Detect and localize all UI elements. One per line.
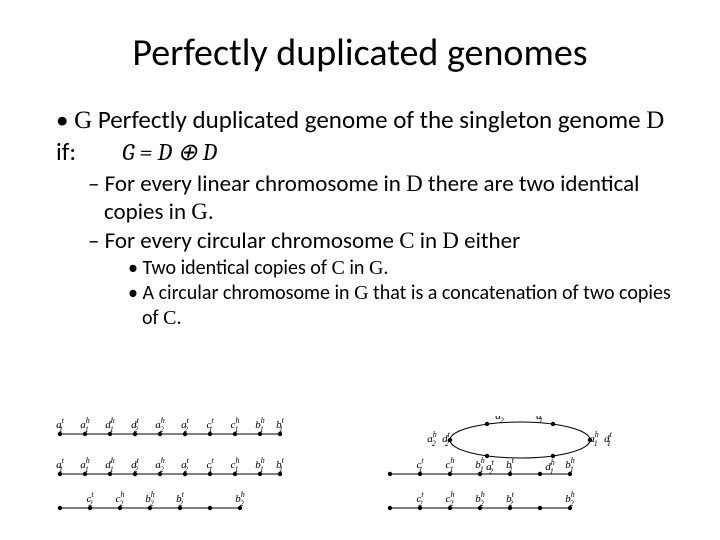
svg-text:dh2: dh2 xyxy=(495,416,505,425)
txt: . xyxy=(383,256,388,280)
svg-text:bh2: bh2 xyxy=(565,490,575,508)
svg-text:bh1: bh1 xyxy=(565,456,575,474)
formula: G = D ⊕ D xyxy=(122,137,217,167)
svg-text:ch1: ch1 xyxy=(231,416,240,434)
sym-g: G xyxy=(369,257,383,279)
chromosome-diagrams: at1 ah1 dh1 dt2 ah2 at2 ct1 ch1 bh1 bt1 at1 ah1 dh1 d… xyxy=(50,416,670,516)
svg-text:ct1: ct1 xyxy=(416,456,424,474)
svg-text:dt2: dt2 xyxy=(131,416,140,434)
svg-text:ch1: ch1 xyxy=(231,456,240,474)
svg-text:dh1: dh1 xyxy=(105,456,115,474)
sym-g: G xyxy=(74,107,92,134)
txt: in xyxy=(415,227,443,255)
svg-text:bh1: bh1 xyxy=(255,416,265,434)
svg-text:bt1: bt1 xyxy=(506,456,515,474)
txt: A circular chromosome in xyxy=(142,281,354,305)
svg-text:at2: at2 xyxy=(486,458,495,476)
svg-text:bh2: bh2 xyxy=(145,490,155,508)
svg-text:bt2: bt2 xyxy=(506,490,515,508)
svg-text:bt2: bt2 xyxy=(176,490,185,508)
txt: For every linear chromosome in xyxy=(105,170,406,198)
svg-text:bt1: bt1 xyxy=(276,416,285,434)
bullet-definition: G Perfectly duplicated genome of the sin… xyxy=(56,104,680,168)
bullet-circular: For every circular chromosome C in D eit… xyxy=(88,227,680,256)
sym-g: G xyxy=(354,282,368,304)
svg-text:ch1: ch1 xyxy=(446,456,455,474)
svg-text:ct2: ct2 xyxy=(86,490,94,508)
svg-text:ct1: ct1 xyxy=(206,456,214,474)
svg-text:at1: at1 xyxy=(56,416,65,434)
txt: if: xyxy=(56,136,76,167)
sym-d: D xyxy=(646,107,664,134)
txt: in xyxy=(345,256,369,280)
sym-d: D xyxy=(442,228,459,253)
svg-text:at2: at2 xyxy=(181,456,190,474)
txt: of the singleton genome xyxy=(388,104,647,135)
sym-g: G xyxy=(191,199,208,224)
svg-text:at2: at2 xyxy=(181,416,190,434)
slide-title: Perfectly duplicated genomes xyxy=(40,30,680,76)
sym-d: D xyxy=(406,171,423,196)
txt: . xyxy=(177,306,182,330)
svg-text:ch2: ch2 xyxy=(446,490,455,508)
svg-text:dt2: dt2 xyxy=(131,456,140,474)
svg-text:ah1: ah1 xyxy=(589,430,599,448)
svg-text:dt1: dt1 xyxy=(604,430,613,448)
txt: either xyxy=(459,227,520,255)
svg-text:ah2: ah2 xyxy=(155,456,165,474)
txt: For every circular chromosome xyxy=(105,227,400,255)
svg-text:bt1: bt1 xyxy=(276,456,285,474)
svg-text:ct1: ct1 xyxy=(206,416,214,434)
svg-text:ah2: ah2 xyxy=(155,416,165,434)
bullet-two-copies: Two identical copies of C in G. xyxy=(128,256,680,281)
svg-text:at1: at1 xyxy=(536,416,545,425)
svg-text:dh1: dh1 xyxy=(545,458,555,476)
svg-text:bh1: bh1 xyxy=(255,456,265,474)
slide: Perfectly duplicated genomes G Perfectly… xyxy=(0,0,720,540)
bullet-concat: A circular chromosome in G that is a con… xyxy=(128,281,680,331)
diagram-svg: at1 ah1 dh1 dt2 ah2 at2 ct1 ch1 bh1 bt1 at1 ah1 dh1 d… xyxy=(50,416,670,516)
svg-text:at1: at1 xyxy=(56,456,65,474)
svg-text:dh1: dh1 xyxy=(105,416,115,434)
bullet-linear: For every linear chromosome in D there a… xyxy=(88,170,680,228)
svg-text:bh2: bh2 xyxy=(235,490,245,508)
svg-text:ah1: ah1 xyxy=(80,416,90,434)
svg-text:ct2: ct2 xyxy=(416,490,424,508)
sym-c: C xyxy=(399,228,414,253)
svg-text:ah1: ah1 xyxy=(80,456,90,474)
txt: Two identical copies of xyxy=(142,256,331,280)
txt: Perfectly duplicated genome xyxy=(92,104,387,135)
sym-c: C xyxy=(163,307,176,329)
svg-text:ah2: ah2 xyxy=(427,430,437,448)
txt: . xyxy=(208,198,214,226)
svg-text:ch2: ch2 xyxy=(116,490,125,508)
svg-text:bh2: bh2 xyxy=(475,490,485,508)
svg-text:bh1: bh1 xyxy=(475,456,485,474)
sym-c: C xyxy=(331,257,344,279)
